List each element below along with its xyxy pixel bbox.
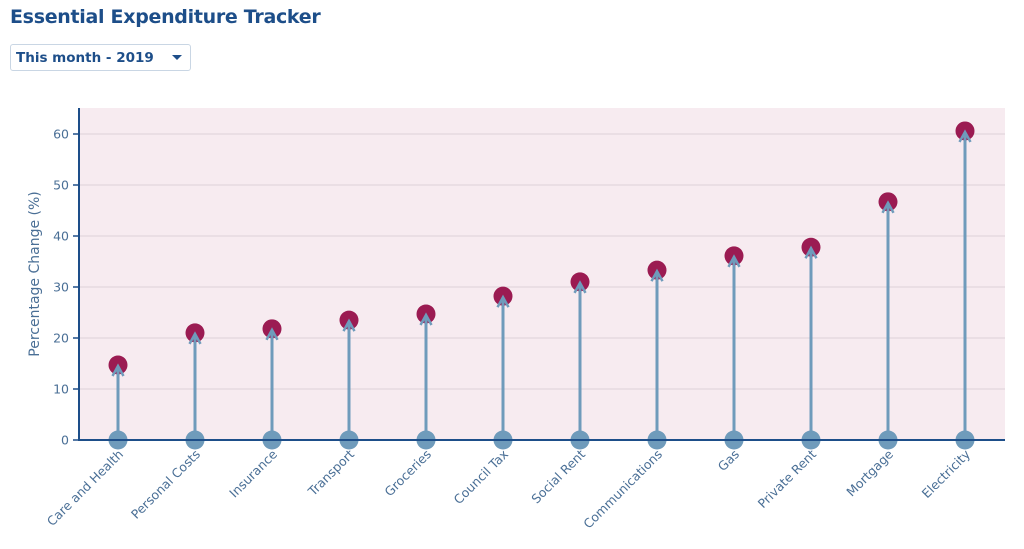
arrow-head-icon	[958, 129, 972, 143]
x-tick-label: Groceries	[381, 447, 434, 500]
y-tick-label: 10	[53, 382, 69, 397]
page-title: Essential Expenditure Tracker	[10, 6, 321, 28]
arrow-head-icon	[804, 245, 818, 259]
arrow-head-icon	[419, 312, 433, 326]
lollipop-item[interactable]	[570, 272, 590, 450]
period-dropdown[interactable]: This month - 2019	[10, 44, 191, 71]
x-tick-label: Insurance	[226, 446, 280, 500]
arrow-head-icon	[342, 318, 356, 332]
x-tick-label: Gas	[715, 447, 742, 474]
y-tick-label: 40	[53, 229, 69, 244]
y-axis-ticks: 0 10 20 30 40 50 60	[53, 127, 79, 448]
x-tick-label: Private Rent	[755, 446, 820, 511]
x-tick-label: Mortgage	[843, 446, 896, 499]
x-tick-label: Transport	[304, 446, 357, 499]
lollipop-item[interactable]	[647, 260, 667, 450]
arrow-head-icon	[573, 280, 587, 294]
x-tick-label: Communications	[580, 447, 665, 532]
arrow-head-icon	[188, 331, 202, 345]
x-tick-label: Electricity	[919, 446, 974, 501]
y-tick-label: 50	[53, 178, 69, 193]
y-tick-label: 60	[53, 127, 69, 142]
x-tick-label: Personal Costs	[128, 447, 203, 522]
arrow-head-icon	[265, 327, 279, 341]
y-tick-label: 20	[53, 331, 69, 346]
x-axis-labels: Care and Health Personal Costs Insurance Tr…	[44, 446, 974, 531]
arrow-head-icon	[727, 254, 741, 268]
x-tick-label: Social Rent	[528, 446, 588, 506]
arrow-head-icon	[650, 268, 664, 282]
y-tick-label: 0	[61, 433, 69, 448]
gridlines	[79, 133, 1005, 390]
arrow-head-icon	[496, 294, 510, 308]
x-tick-label: Council Tax	[451, 447, 512, 508]
chevron-down-icon[interactable]	[172, 55, 182, 60]
period-dropdown-value: This month - 2019	[16, 49, 154, 66]
y-tick-label: 30	[53, 280, 69, 295]
arrow-head-icon	[881, 200, 895, 214]
y-axis-title: Percentage Change (%)	[27, 191, 43, 356]
plot-area	[79, 108, 1005, 440]
arrow-head-icon	[111, 363, 125, 377]
x-tick-label: Care and Health	[44, 447, 126, 529]
lollipop-item[interactable]	[416, 304, 436, 450]
